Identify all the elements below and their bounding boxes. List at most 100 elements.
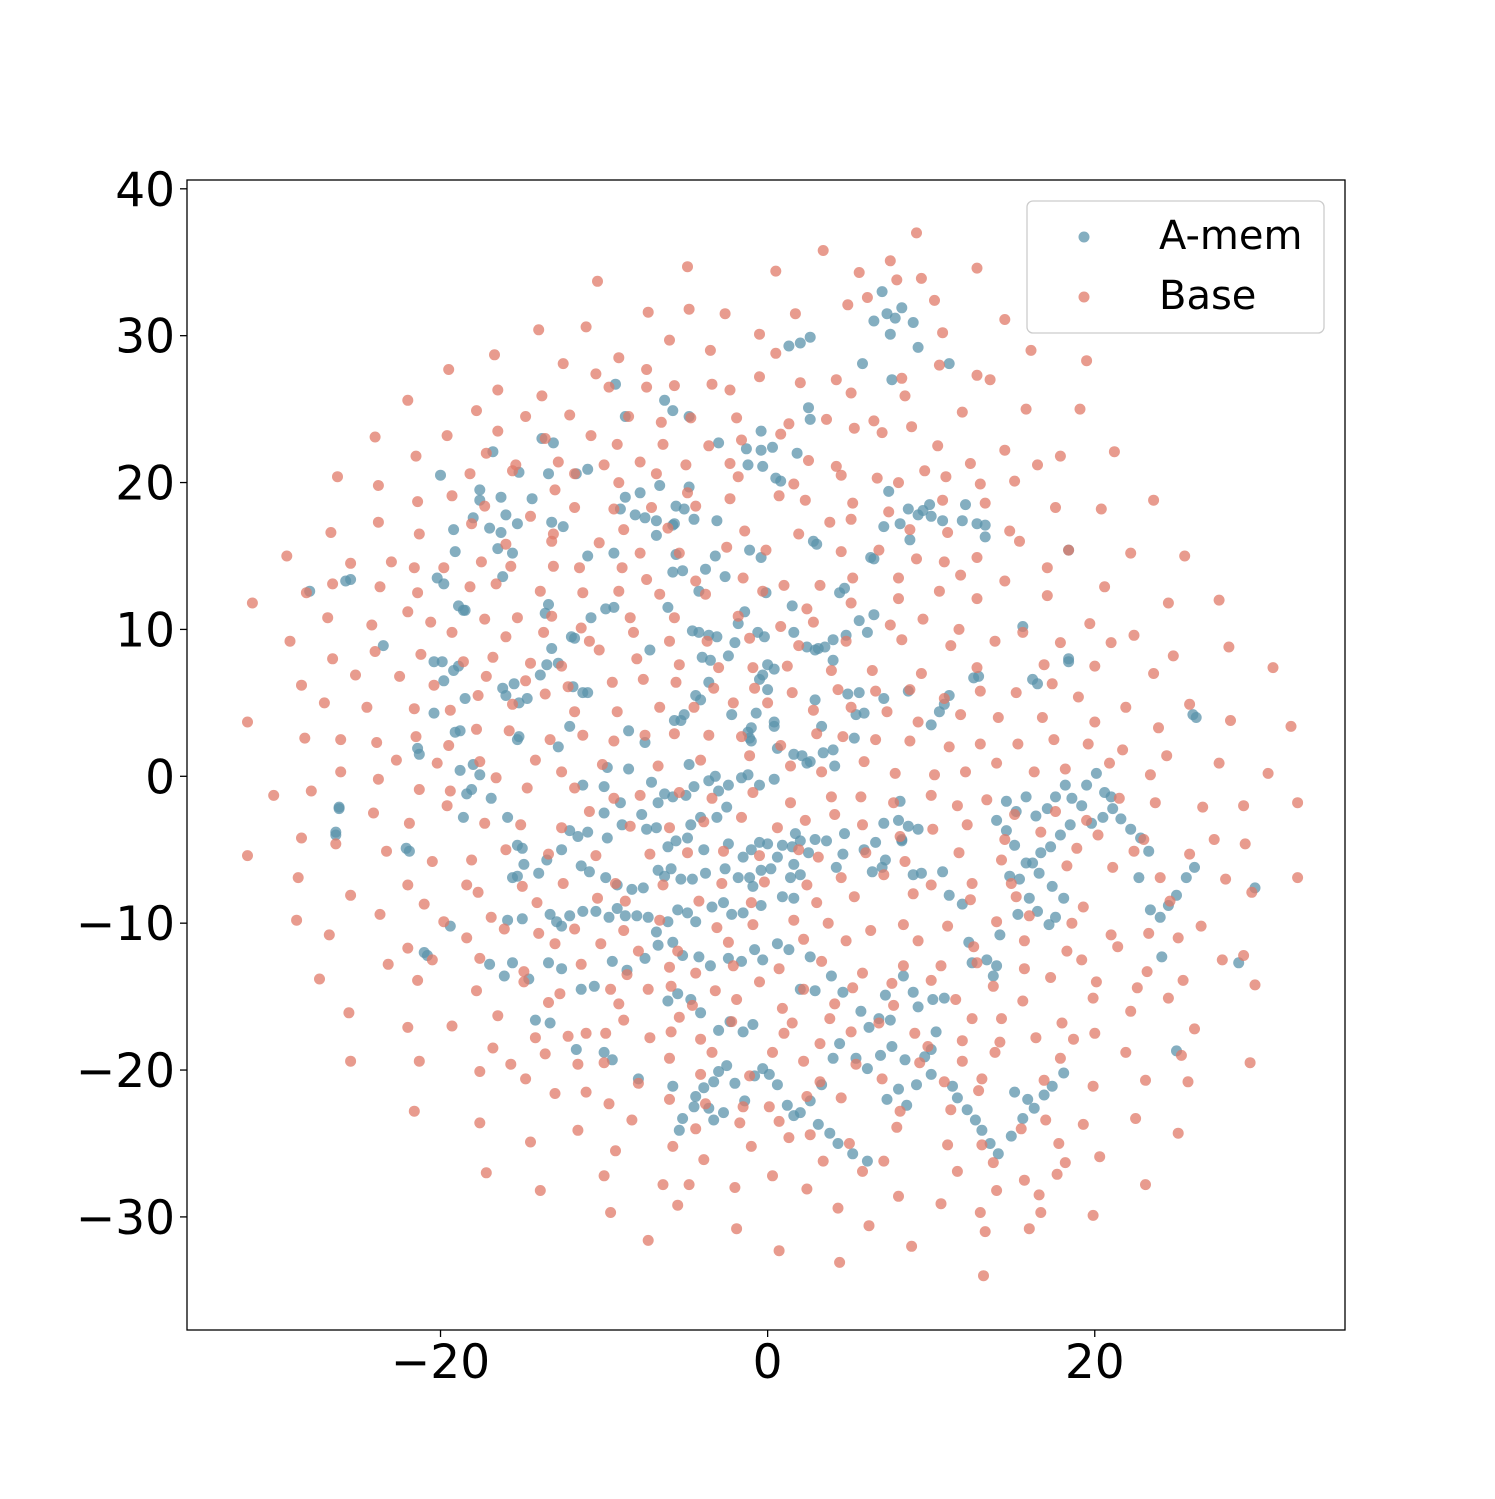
- point-a-mem-417: [688, 1101, 700, 1113]
- point-base-14: [683, 303, 695, 315]
- point-base-98: [549, 484, 561, 496]
- point-a-mem-412: [781, 1099, 793, 1111]
- point-base-7: [592, 275, 603, 287]
- point-base-564: [966, 1013, 978, 1025]
- point-base-288: [569, 706, 581, 718]
- point-base-549: [888, 999, 900, 1011]
- point-base-159: [345, 557, 357, 569]
- point-base-413: [543, 848, 554, 860]
- point-base-673: [1033, 1189, 1045, 1201]
- point-a-mem-243: [683, 759, 695, 770]
- point-base-634: [474, 1117, 486, 1129]
- point-base-133: [662, 522, 674, 534]
- point-base-536: [925, 974, 937, 986]
- point-a-mem-121: [457, 604, 469, 616]
- point-a-mem-69: [500, 509, 512, 521]
- point-a-mem-402: [698, 1082, 710, 1094]
- point-a-mem-274: [785, 872, 796, 884]
- point-a-mem-83: [582, 550, 594, 562]
- point-a-mem-71: [546, 516, 558, 528]
- point-base-27: [489, 349, 500, 361]
- point-a-mem-10: [804, 331, 816, 343]
- point-base-612: [1038, 1074, 1050, 1086]
- point-base-180: [412, 587, 424, 599]
- point-base-4: [682, 261, 693, 273]
- point-base-88: [803, 455, 814, 466]
- point-base-501: [1112, 941, 1124, 953]
- point-a-mem-284: [870, 836, 882, 848]
- point-base-287: [539, 688, 551, 700]
- point-a-mem-495: [1030, 810, 1042, 822]
- point-a-mem-26: [767, 441, 778, 453]
- point-a-mem-247: [722, 779, 734, 791]
- point-a-mem-57: [925, 510, 937, 522]
- point-base-552: [1087, 992, 1099, 1004]
- point-base-178: [327, 578, 339, 590]
- point-base-677: [832, 1202, 844, 1214]
- point-a-mem-519: [1133, 872, 1145, 884]
- point-base-246: [673, 659, 685, 671]
- point-a-mem-400: [667, 1080, 679, 1092]
- point-base-523: [314, 973, 325, 985]
- point-a-mem-266: [776, 839, 788, 851]
- point-base-329: [1117, 744, 1129, 756]
- point-a-mem-486: [1046, 880, 1058, 892]
- point-base-151: [911, 553, 922, 565]
- point-base-280: [296, 679, 307, 691]
- point-a-mem-131: [412, 742, 424, 754]
- point-base-78: [1054, 450, 1066, 462]
- point-a-mem-65: [960, 499, 971, 511]
- point-base-177: [1041, 562, 1053, 574]
- point-base-267: [708, 682, 720, 694]
- point-base-412: [500, 844, 512, 856]
- point-a-mem-41: [495, 491, 507, 503]
- point-a-mem-27: [755, 425, 767, 437]
- point-a-mem-337: [672, 904, 684, 916]
- point-base-391: [664, 822, 675, 834]
- point-a-mem-524: [1180, 872, 1192, 884]
- point-a-mem-343: [737, 907, 749, 919]
- point-base-304: [242, 716, 253, 728]
- point-base-215: [1017, 626, 1029, 638]
- point-base-48: [845, 387, 857, 399]
- point-base-402: [1035, 826, 1047, 838]
- point-base-539: [1090, 976, 1102, 988]
- point-base-67: [585, 430, 597, 442]
- point-a-mem-385: [809, 985, 821, 997]
- point-a-mem-363: [507, 957, 518, 969]
- point-base-584: [1089, 1027, 1101, 1039]
- point-a-mem-7: [912, 341, 924, 353]
- point-a-mem-458: [969, 1114, 981, 1126]
- point-base-381: [268, 789, 280, 801]
- point-a-mem-118: [868, 609, 880, 621]
- point-base-317: [703, 729, 715, 741]
- point-base-365: [747, 787, 759, 798]
- point-base-290: [654, 701, 666, 713]
- point-a-mem-103: [585, 612, 597, 624]
- point-a-mem-110: [662, 601, 674, 613]
- point-base-319: [775, 740, 787, 751]
- point-base-163: [475, 556, 487, 568]
- point-a-mem-70: [511, 518, 523, 530]
- point-base-314: [608, 735, 620, 747]
- point-base-184: [577, 587, 589, 599]
- point-base-368: [855, 791, 867, 803]
- point-a-mem-308: [616, 819, 628, 831]
- point-a-mem-454: [925, 1068, 937, 1080]
- point-base-474: [788, 914, 800, 926]
- point-base-566: [1056, 1017, 1068, 1029]
- point-base-244: [593, 644, 605, 656]
- point-a-mem-455: [947, 1080, 958, 1092]
- point-base-208: [668, 612, 680, 624]
- point-a-mem-447: [832, 1138, 844, 1149]
- point-a-mem-84: [608, 547, 620, 559]
- point-base-653: [817, 1155, 829, 1167]
- point-base-83: [552, 456, 564, 468]
- point-a-mem-30: [742, 459, 754, 471]
- point-base-183: [534, 585, 546, 597]
- point-a-mem-476: [981, 954, 993, 966]
- point-a-mem-79: [448, 524, 460, 536]
- point-base-169: [690, 575, 702, 587]
- point-a-mem-305: [650, 822, 662, 834]
- point-a-mem-517: [1014, 873, 1025, 885]
